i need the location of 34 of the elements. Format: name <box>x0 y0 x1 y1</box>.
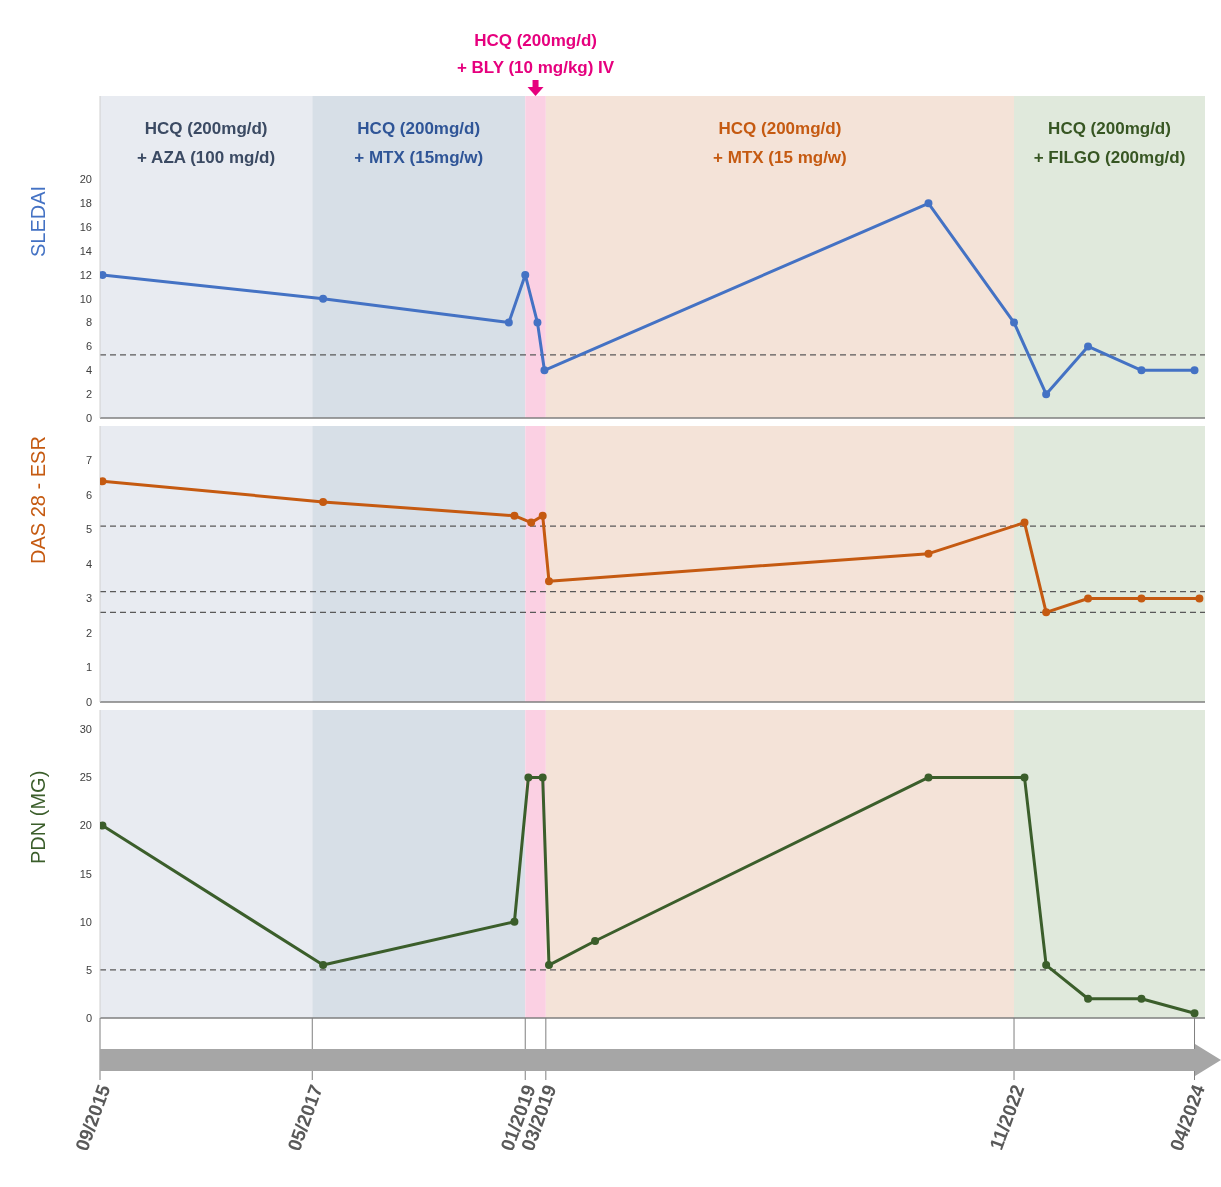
y-tick-label: 7 <box>85 454 92 467</box>
y-tick-label: 4 <box>85 557 92 570</box>
y-tick-label: 3 <box>85 592 92 605</box>
band-label: HCQ (200mg/d) + AZA (100 mg/d) <box>137 119 276 167</box>
y-tick-label: 20 <box>79 173 92 186</box>
y-axis-title: DAS 28 - ESR <box>27 436 50 564</box>
y-tick-label: 6 <box>85 340 92 353</box>
y-tick-label: 16 <box>79 221 92 234</box>
y-tick-label: 15 <box>79 867 92 880</box>
y-axis-title: PDN (MG) <box>27 770 50 864</box>
y-tick-label: 2 <box>85 626 92 639</box>
y-tick-label: 6 <box>85 488 92 501</box>
y-tick-label: 5 <box>85 963 92 976</box>
band-label: HCQ (200mg/d) + BLY (10 mg/kg) IV <box>456 31 615 77</box>
y-tick-label: 14 <box>79 244 92 257</box>
y-tick-label: 2 <box>85 388 92 401</box>
y-tick-label: 0 <box>85 411 92 424</box>
y-tick-label: 0 <box>85 695 92 708</box>
y-tick-label: 10 <box>79 915 92 928</box>
y-tick-label: 0 <box>85 1011 92 1024</box>
y-tick-label: 30 <box>79 723 92 736</box>
y-tick-label: 1 <box>85 661 92 674</box>
band-label: HCQ (200mg/d) + MTX (15 mg/w) <box>713 119 847 167</box>
y-tick-label: 12 <box>79 268 92 281</box>
y-tick-label: 4 <box>85 364 92 377</box>
y-tick-label: 18 <box>79 197 92 210</box>
y-tick-label: 10 <box>79 292 92 305</box>
y-axis-title: SLEDAI <box>27 185 50 257</box>
y-tick-label: 20 <box>79 819 92 832</box>
y-tick-label: 8 <box>85 316 92 329</box>
y-tick-label: 5 <box>85 523 92 536</box>
band-label: HCQ (200mg/d) + FILGO (200mg/d) <box>1033 119 1186 167</box>
y-tick-label: 25 <box>79 771 92 784</box>
band-label: HCQ (200mg/d) + MTX (15mg/w) <box>354 119 484 167</box>
